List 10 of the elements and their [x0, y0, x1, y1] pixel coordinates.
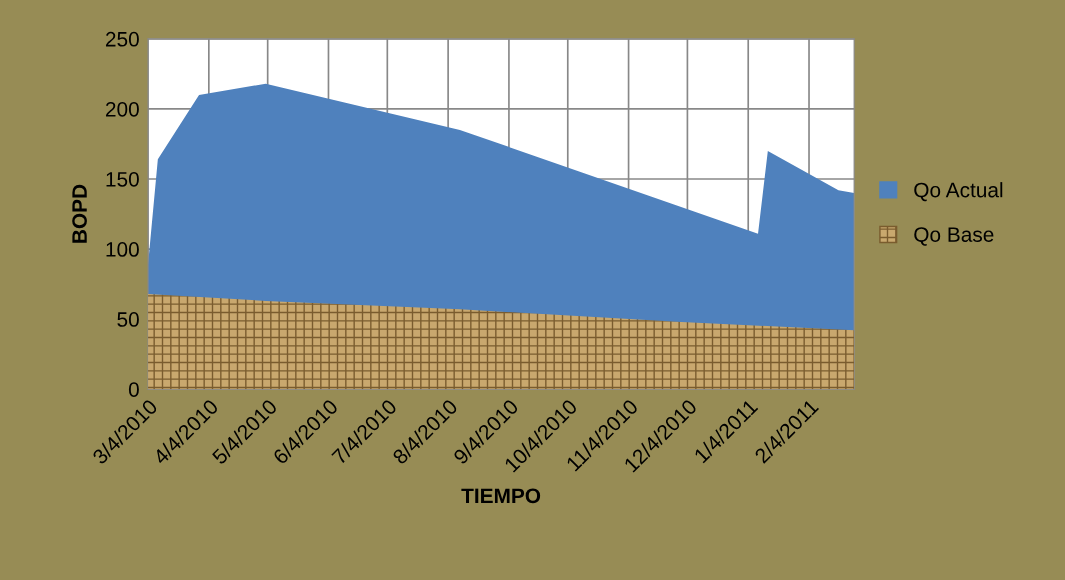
legend-label: Qo Actual — [914, 182, 1003, 202]
y-axis-title: BOPD — [72, 184, 87, 243]
legend-label: Qo Base — [914, 227, 994, 246]
y-tick-label: 0 — [128, 382, 139, 397]
y-tick-label: 200 — [105, 101, 139, 117]
y-tick-label: 50 — [117, 312, 139, 327]
y-tick-label: 150 — [106, 171, 139, 187]
y-tick-label: 250 — [105, 31, 139, 47]
y-tick-label: 100 — [106, 242, 139, 257]
x-axis-title: TIEMPO — [461, 488, 541, 504]
